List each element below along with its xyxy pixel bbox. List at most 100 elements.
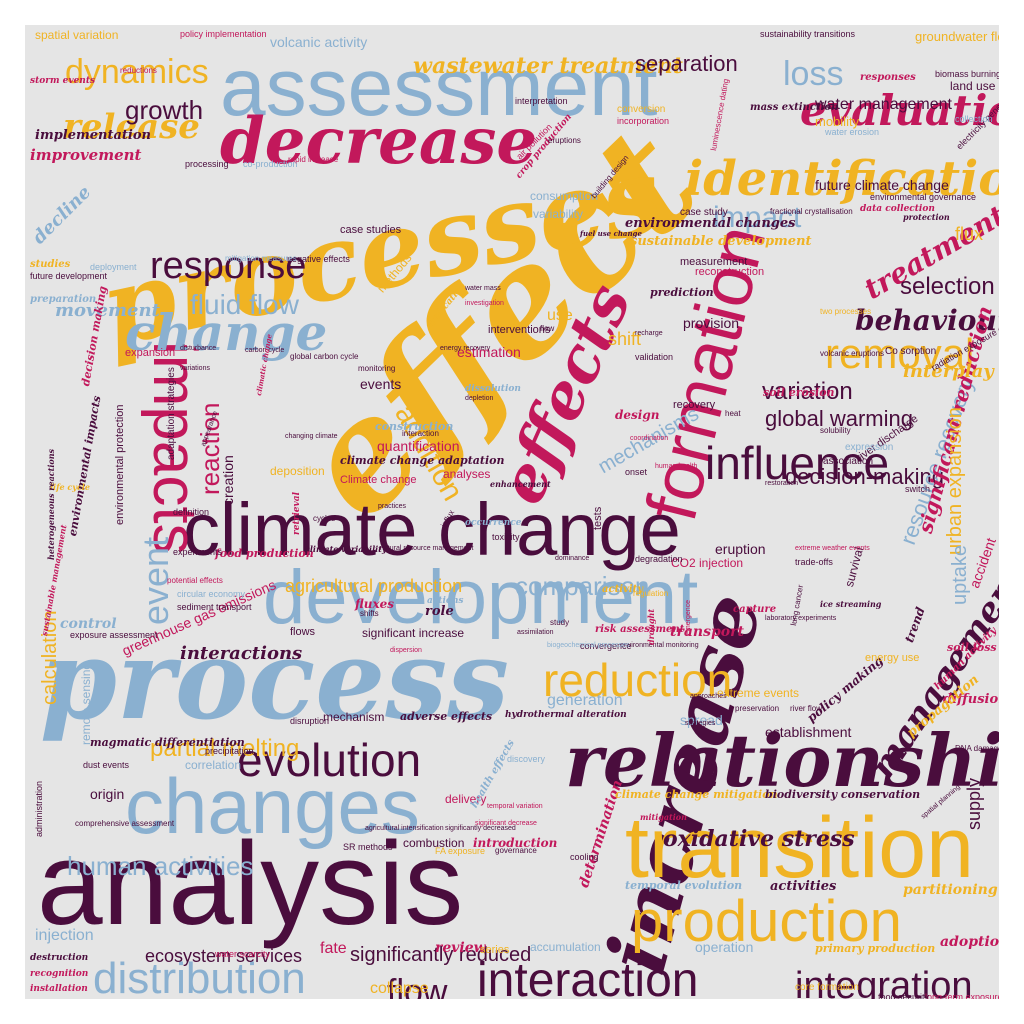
word-toxicity: toxicity <box>492 532 520 542</box>
word-adaptation-strategies: adaptation strategies <box>166 367 177 460</box>
word-partial-melting: partial melting <box>150 735 300 762</box>
word-groundwater-flow: groundwater flow <box>915 29 999 44</box>
word-land-use: land use <box>950 79 996 93</box>
word-soil-erosion: soil erosion <box>763 386 835 399</box>
word-extreme-events: extreme events <box>717 686 800 700</box>
word-evaluation: evaluation <box>800 86 999 135</box>
word-trend: trend <box>902 605 928 645</box>
word-operation: operation <box>695 939 754 955</box>
word-origin: origin <box>90 786 125 802</box>
word-sustainable-development: sustainable development <box>630 234 812 249</box>
word-ecosystem-services: ecosystem services <box>145 946 303 966</box>
word-conversion: conversion <box>617 104 666 115</box>
word-injection: injection <box>35 927 94 944</box>
word-identification: identification <box>685 151 999 207</box>
word-energy-use: energy use <box>865 652 920 664</box>
word-expansion: expansion <box>125 347 176 359</box>
word-policy-implementation: policy implementation <box>180 29 267 39</box>
word-degradation: degradation <box>635 554 683 564</box>
word-comprehensive-assessment: comprehensive assessment <box>75 819 175 828</box>
word-fate: fate <box>320 940 347 957</box>
word-review: review <box>435 940 486 956</box>
word-fluid-flow-small: flow <box>540 324 555 333</box>
word-adoption: adoption <box>940 934 999 950</box>
word-laboratory-experiments: laboratory experiments <box>765 615 837 622</box>
word-sediment-transport: sediment transport <box>177 602 252 612</box>
word-provision: provision <box>683 315 740 331</box>
word-significantly-reduced: significantly reduced <box>350 944 532 966</box>
word-policy-making: policy making <box>804 653 886 725</box>
word-selection: selection <box>900 273 995 300</box>
word-combustion: combustion <box>403 836 465 850</box>
word-deposition: deposition <box>270 464 325 478</box>
word-future-climate-change: future climate change <box>815 177 949 193</box>
word-analyses: analyses <box>443 467 491 481</box>
word-long-term-exposure: long-term exposure <box>925 992 999 1000</box>
word-coordination: coordination <box>630 435 669 442</box>
word-negative-effects: negative effects <box>287 254 350 264</box>
word-future-development: future development <box>30 271 108 281</box>
word-health-effects: health effects <box>469 738 517 810</box>
word-variation: variation <box>762 378 853 405</box>
word-co2-injection: CO2 injection <box>671 556 744 570</box>
word-biomass-burning: biomass burning <box>935 69 999 79</box>
word-enhancement: enhancement <box>490 479 551 489</box>
word-evolution: evolution <box>237 734 422 786</box>
word-natural-resource-management: natural resource management <box>380 545 474 552</box>
word-processing: processing <box>185 159 229 169</box>
word-recharge: recharge <box>635 330 663 337</box>
word-agricultural-production: agricultural production <box>285 576 463 596</box>
word-circular-economy: circular economy <box>177 589 246 599</box>
word-separation: separation <box>635 51 738 76</box>
word-carbon-cycle: carbon cycle <box>245 347 285 354</box>
word-reductions: reductions <box>120 66 157 75</box>
word-deployment: deployment <box>90 262 137 272</box>
word-retrieval: retrieval <box>292 492 302 535</box>
word-experiments: experiments <box>173 547 223 557</box>
word-measurement: measurement <box>680 256 748 268</box>
word-influence: influence <box>705 437 890 489</box>
word-production: production <box>631 889 902 954</box>
word-collection: collection <box>955 114 993 124</box>
word-river-flow: river flow <box>790 704 823 713</box>
word-incorporation: incorporation <box>617 116 670 126</box>
word-agricultural-intensification: agricultural intensification <box>365 825 444 832</box>
word-delivery: delivery <box>445 792 487 806</box>
word-food-production: food production <box>215 547 314 560</box>
word-interactions-small: interaction <box>402 429 439 438</box>
word-integration: integration <box>795 965 973 999</box>
word-heterogeneous-reactions: heterogeneous reactions <box>46 448 56 560</box>
word-significant-increase: significant increase <box>362 626 465 640</box>
word-risk-assessment: risk assessment <box>595 624 685 635</box>
word-process: process <box>40 615 510 744</box>
word-growth: growth <box>125 95 204 125</box>
word-precipitation: precipitation <box>205 746 254 756</box>
word-recognition: recognition <box>30 969 89 979</box>
word-release: release <box>63 107 200 147</box>
word-emergence: emergence <box>685 599 692 635</box>
word-diffusion: diffusion <box>943 692 999 707</box>
word-implementation: implementation <box>35 128 151 143</box>
word-tests: tests <box>592 506 604 530</box>
word-depletion: depletion <box>465 395 494 402</box>
word-introduction: introduction <box>473 836 558 850</box>
word-construction: construction <box>375 420 454 433</box>
word-dust-events: dust events <box>83 760 130 770</box>
word-shift: shift <box>608 329 642 349</box>
word-climate-change-small: Climate change <box>340 474 417 486</box>
word-water-scarcity: water scarcity <box>215 949 271 959</box>
word-luminescence-dating: luminescence dating <box>709 77 731 152</box>
word-fa-exposure: FA exposure <box>435 846 486 856</box>
word-spatial-variation: spatial variation <box>35 28 119 42</box>
word-quantification: quantification <box>377 438 460 454</box>
word-activity: activity <box>602 584 644 595</box>
word-rapid-increase: rapid increase <box>288 155 339 164</box>
word-responses: responses <box>860 72 916 83</box>
word-analysis: analysis <box>37 818 464 950</box>
word-actions: actions <box>427 596 464 606</box>
word-monitoring: monitoring <box>358 364 396 373</box>
word-changing-climate: changing climate <box>285 433 338 440</box>
word-reduction: reduction <box>543 654 733 706</box>
word-impact: impact <box>713 201 802 234</box>
word-fluid-flow: fluid flow <box>190 289 299 320</box>
